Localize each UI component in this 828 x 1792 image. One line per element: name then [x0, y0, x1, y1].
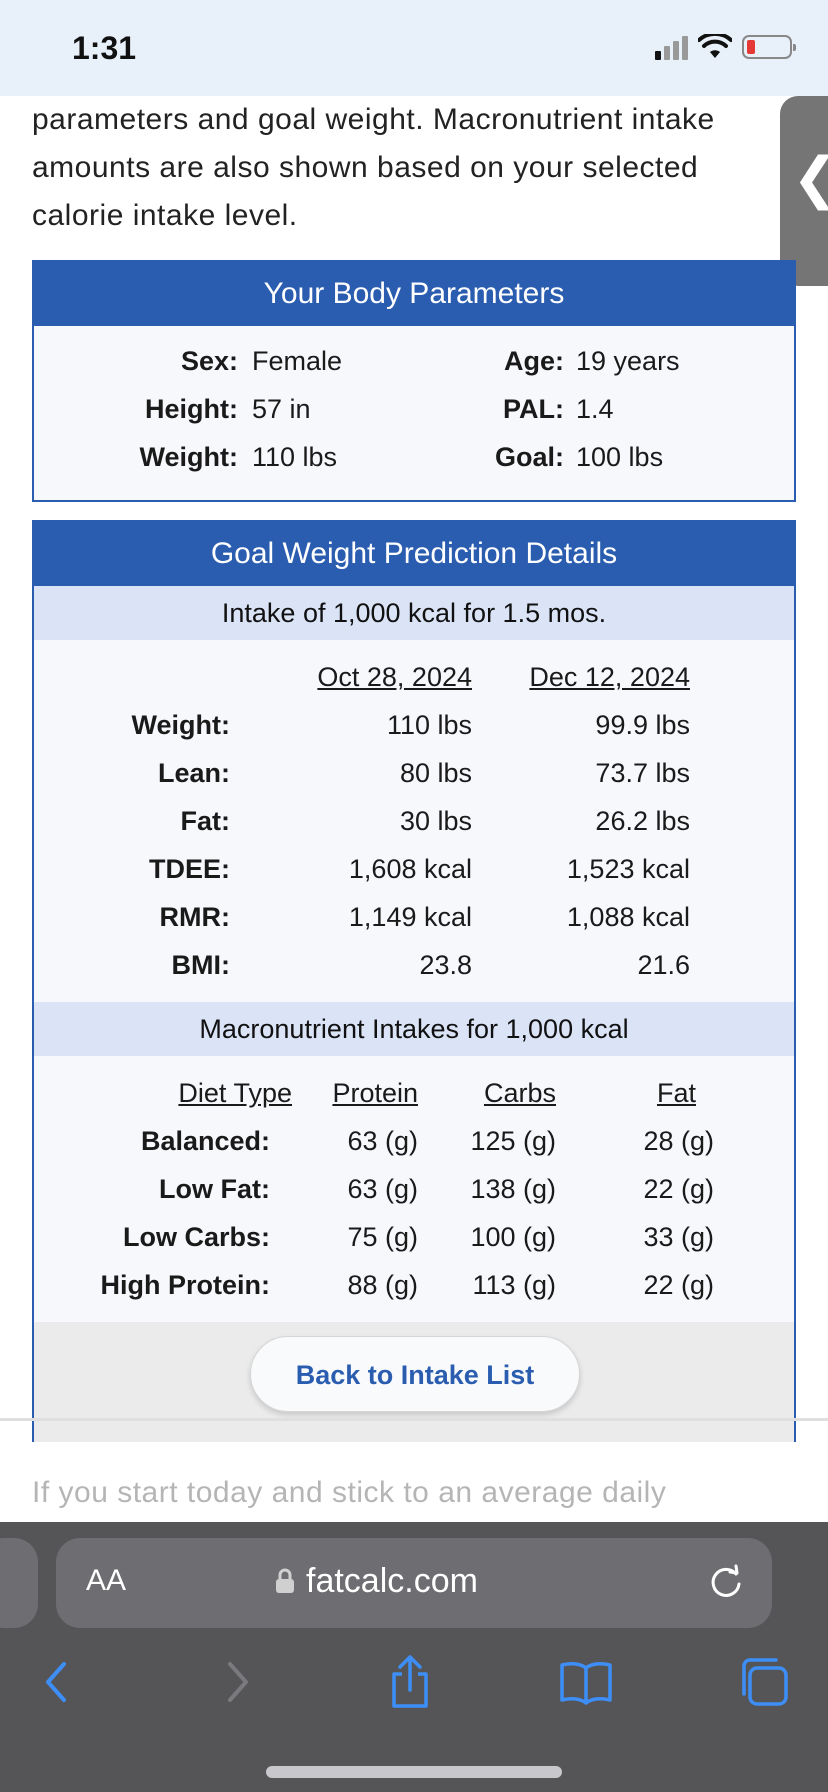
prediction-cell: 26.2 lbs: [595, 806, 690, 836]
share-icon[interactable]: [380, 1652, 440, 1712]
macro-cell: 88 (g): [347, 1270, 418, 1300]
prediction-cell: 73.7 lbs: [595, 758, 690, 788]
macro-row-label: High Protein:: [100, 1270, 271, 1300]
intro-text: parameters and goal weight. Macronutrien…: [32, 103, 715, 232]
body-parameters-panel: Your Body Parameters Sex: Female Height:…: [32, 260, 796, 502]
param-value-weight: 110 lbs: [252, 442, 338, 472]
macro-header-diet-type: Diet Type: [178, 1078, 292, 1108]
prediction-cell: 99.9 lbs: [595, 710, 690, 740]
param-label-weight: Weight:: [139, 442, 238, 472]
param-label-goal: Goal:: [494, 442, 564, 472]
faded-paragraph-text: If you start today and stick to an avera…: [32, 1476, 667, 1509]
chevron-left-icon: ❮: [792, 150, 828, 206]
lock-icon: [276, 1568, 294, 1593]
reload-icon[interactable]: [706, 1562, 746, 1602]
status-time: 1:31: [72, 30, 137, 66]
battery-icon: [742, 35, 796, 59]
intake-subtitle: Intake of 1,000 kcal for 1.5 mos.: [34, 586, 794, 640]
macro-row-label: Balanced:: [140, 1126, 270, 1156]
macro-cell: 100 (g): [470, 1222, 556, 1252]
side-panel-tab[interactable]: ❮: [780, 96, 828, 286]
macro-cell: 75 (g): [347, 1222, 418, 1252]
macros-subtitle: Macronutrient Intakes for 1,000 kcal: [34, 1002, 794, 1056]
back-to-intake-list-button[interactable]: Back to Intake List: [250, 1336, 580, 1412]
home-indicator: [266, 1766, 562, 1778]
panel-footer: Back to Intake List: [34, 1322, 794, 1442]
macro-header-protein: Protein: [332, 1078, 418, 1108]
address-bar[interactable]: AA fatcalc.com: [56, 1538, 772, 1628]
prediction-cell: 23.8: [419, 950, 472, 980]
param-value-sex: Female: [252, 346, 343, 376]
macro-row-label: Low Carbs:: [122, 1222, 270, 1252]
navigation-row: [0, 1652, 828, 1732]
cellular-signal-icon: [655, 34, 688, 60]
macro-cell: 138 (g): [470, 1174, 556, 1204]
tabs-icon[interactable]: [734, 1652, 794, 1712]
forward-icon[interactable]: [206, 1652, 266, 1712]
page-content: parameters and goal weight. Macronutrien…: [0, 96, 828, 1522]
macro-cell: 28 (g): [643, 1126, 714, 1156]
bookmarks-icon[interactable]: [556, 1652, 616, 1712]
browser-toolbar: AA fatcalc.com: [0, 1522, 828, 1792]
goal-prediction-panel: Goal Weight Prediction Details Intake of…: [32, 520, 796, 1442]
prediction-row-label: Fat:: [180, 806, 231, 836]
macro-cell: 33 (g): [643, 1222, 714, 1252]
macro-cell: 63 (g): [347, 1126, 418, 1156]
prediction-row-label: Weight:: [131, 710, 230, 740]
param-value-goal: 100 lbs: [576, 442, 664, 472]
prediction-row-label: BMI:: [171, 950, 230, 980]
macro-header-carbs: Carbs: [483, 1078, 556, 1108]
body-parameters-title: Your Body Parameters: [34, 262, 794, 326]
divider: [0, 1418, 828, 1421]
prediction-row-label: Lean:: [157, 758, 230, 788]
param-value-age: 19 years: [576, 346, 680, 376]
macro-cell: 22 (g): [643, 1174, 714, 1204]
prediction-cell: 80 lbs: [399, 758, 472, 788]
column-date-start: Oct 28, 2024: [317, 662, 472, 692]
param-value-height: 57 in: [252, 394, 311, 424]
back-icon[interactable]: [28, 1652, 88, 1712]
goal-prediction-title: Goal Weight Prediction Details: [34, 522, 794, 586]
prediction-cell: 1,523 kcal: [566, 854, 690, 884]
wifi-icon: [698, 34, 732, 58]
param-label-sex: Sex:: [180, 346, 238, 376]
url-text[interactable]: fatcalc.com: [276, 1562, 478, 1601]
prediction-row-label: TDEE:: [149, 854, 230, 884]
status-bar: 1:31: [0, 0, 828, 96]
prediction-row-label: RMR:: [159, 902, 230, 932]
previous-tab-pill[interactable]: [0, 1538, 38, 1628]
param-label-age: Age:: [504, 346, 564, 376]
prediction-cell: 30 lbs: [399, 806, 472, 836]
macro-cell: 22 (g): [643, 1270, 714, 1300]
prediction-cell: 1,149 kcal: [348, 902, 472, 932]
prediction-cell: 1,608 kcal: [348, 854, 472, 884]
macro-cell: 125 (g): [470, 1126, 556, 1156]
macro-cell: 63 (g): [347, 1174, 418, 1204]
url-label: fatcalc.com: [306, 1562, 478, 1600]
param-label-pal: PAL:: [503, 394, 564, 424]
prediction-cell: 1,088 kcal: [566, 902, 690, 932]
param-value-pal: 1.4: [576, 394, 614, 424]
status-icons: [655, 34, 796, 60]
reader-settings-button[interactable]: AA: [86, 1564, 127, 1597]
macro-header-fat: Fat: [656, 1078, 696, 1108]
prediction-cell: 21.6: [637, 950, 690, 980]
prediction-cell: 110 lbs: [386, 710, 472, 740]
column-date-goal: Dec 12, 2024: [529, 662, 690, 692]
macro-cell: 113 (g): [472, 1270, 556, 1300]
macro-row-label: Low Fat:: [159, 1174, 270, 1204]
param-label-height: Height:: [145, 394, 238, 424]
